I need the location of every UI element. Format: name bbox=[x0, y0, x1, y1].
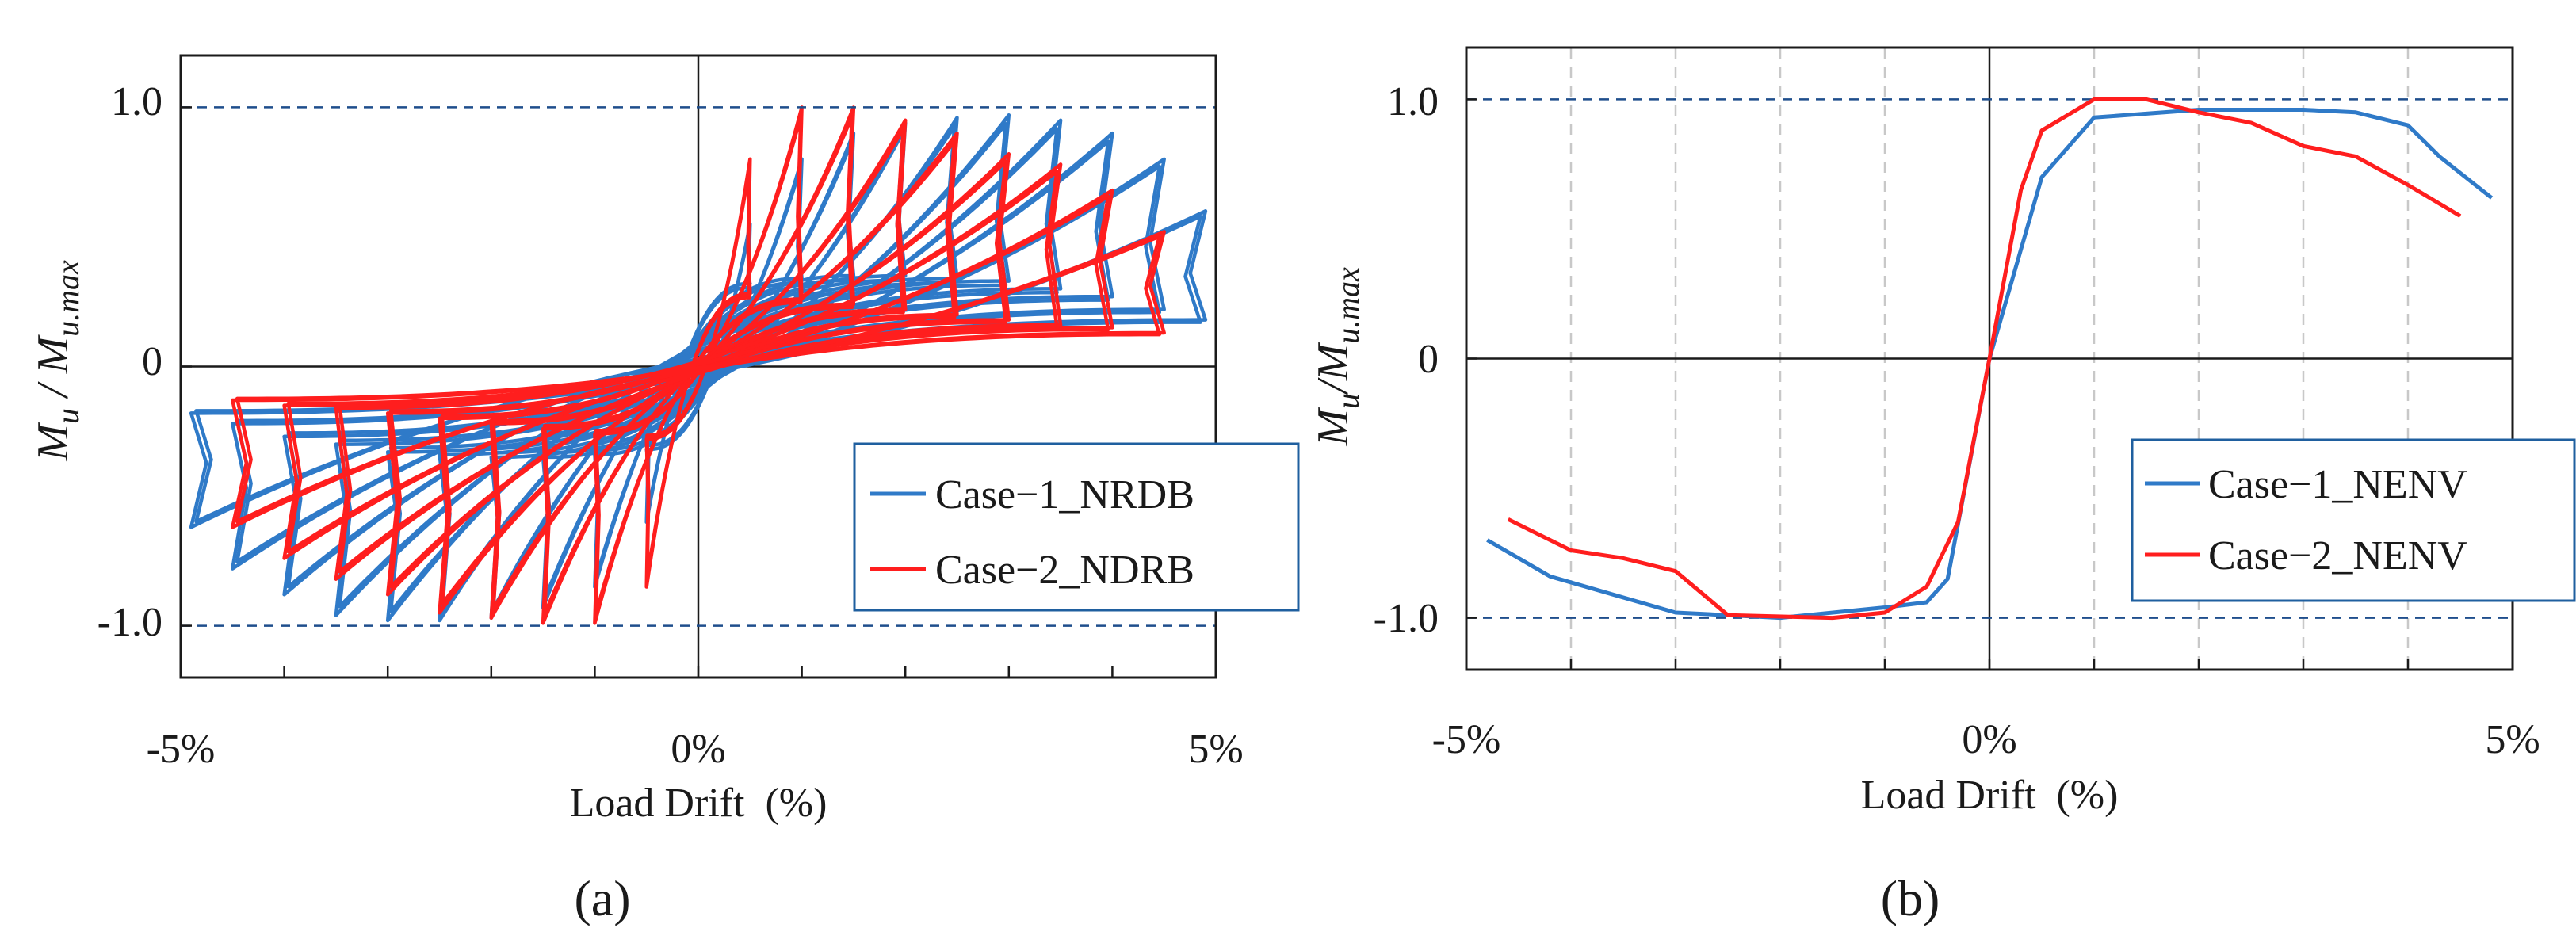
panel-a-hysteresis-loop bbox=[286, 194, 1110, 554]
panel-b-series bbox=[1486, 97, 2494, 621]
panel-b-y-tick-label: -1.0 bbox=[1374, 596, 1439, 641]
panel-b-y-tick-label: 0 bbox=[1418, 337, 1439, 382]
panel-a-hysteresis-loop bbox=[594, 114, 803, 617]
panel-a-x-tick-label: -5% bbox=[147, 727, 216, 772]
panel-a-x-tick-label: 5% bbox=[1188, 727, 1243, 772]
panel-b: -5% 0% 5% 1.0 0 -1.0 Load Drift (%) Mu/M… bbox=[1309, 46, 2576, 926]
panel-a-hysteresis-loop bbox=[645, 164, 751, 582]
panel-b-y-tick-label: 1.0 bbox=[1387, 79, 1439, 124]
panel-a-legend-label-case-1: Case−1_NRDB bbox=[935, 472, 1194, 517]
panel-b-legend-box bbox=[2131, 438, 2576, 602]
panel-a-x-axis-title: Load Drift (%) bbox=[570, 781, 827, 826]
panel-a-x-tick-label: 0% bbox=[671, 727, 725, 772]
panel-b-x-tick-label: -5% bbox=[1432, 717, 1501, 762]
panel-a-legend: Case−1_NRDB Case−2_NDRB bbox=[853, 442, 1300, 612]
panel-b-x-tick-label: 5% bbox=[2485, 717, 2540, 762]
panel-a: -5% 0% 5% 1.0 0 -1.0 Load Drift (%) Mu /… bbox=[29, 54, 1300, 926]
panel-a-series-2 bbox=[231, 105, 1166, 625]
panel-a-hysteresis-loop bbox=[491, 127, 905, 611]
panel-b-legend-label-case-1: Case−1_NENV bbox=[2208, 462, 2467, 507]
panel-b-envelope-line-2 bbox=[1507, 97, 2462, 621]
panel-b-ticks bbox=[1465, 98, 2514, 670]
panel-a-y-axis-title: Mu / Mu.max bbox=[29, 260, 86, 462]
panel-a-legend-box bbox=[853, 442, 1300, 612]
panel-a-legend-label-case-2: Case−2_NDRB bbox=[935, 548, 1194, 593]
panel-b-legend: Case−1_NENV Case−2_NENV bbox=[2131, 438, 2576, 602]
panel-a-y-tick-label: 1.0 bbox=[111, 79, 162, 124]
panel-b-label: (b) bbox=[1881, 870, 1940, 926]
panel-b-x-tick-label: 0% bbox=[1962, 717, 2016, 762]
panel-a-hysteresis-loop bbox=[235, 235, 1162, 524]
panel-a-label: (a) bbox=[574, 870, 630, 926]
panel-a-y-tick-label: 0 bbox=[142, 339, 162, 384]
panel-b-reference-lines bbox=[1466, 98, 2513, 619]
panel-b-x-axis-title: Load Drift (%) bbox=[1861, 773, 2119, 818]
panel-a-series bbox=[189, 105, 1208, 625]
panel-a-reference-lines bbox=[181, 106, 1216, 627]
panel-a-y-tick-label: -1.0 bbox=[97, 600, 162, 645]
panel-a-ticks bbox=[179, 106, 1217, 678]
panel-b-legend-label-case-2: Case−2_NENV bbox=[2208, 533, 2467, 579]
panel-b-y-axis-title: Mu/Mu.max bbox=[1309, 267, 1366, 447]
